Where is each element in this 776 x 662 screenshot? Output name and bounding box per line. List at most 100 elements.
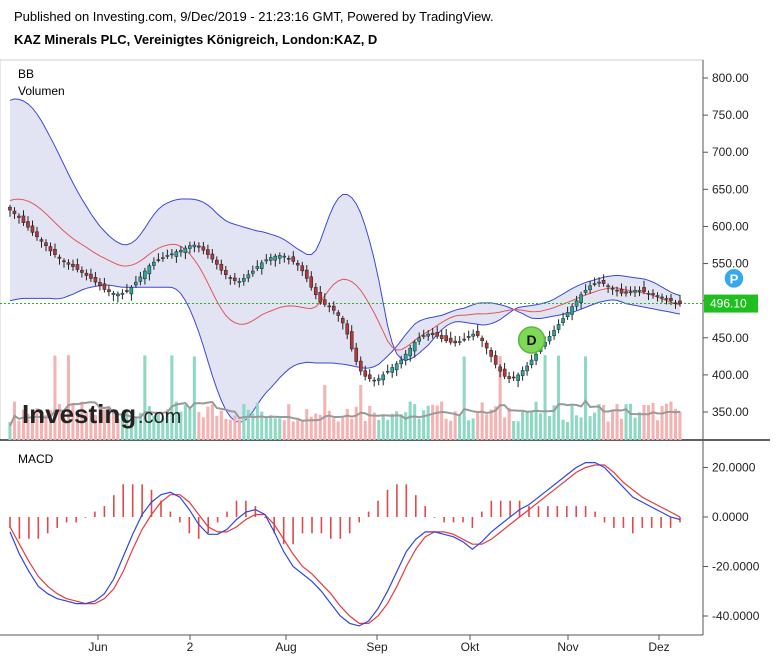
svg-text:.com: .com (138, 406, 181, 428)
candle-body (435, 332, 439, 337)
volume-bar (215, 415, 219, 440)
volume-bar (426, 405, 430, 440)
candle-body (502, 368, 507, 377)
candle-body (336, 312, 341, 316)
candle-body (507, 376, 511, 379)
macd-tick-label: -20.0000 (712, 560, 760, 574)
volume-bar (62, 418, 66, 440)
candle-body (462, 338, 466, 341)
candle-body (237, 281, 242, 283)
candle-body (17, 215, 21, 218)
candle-body (309, 276, 314, 288)
candle-body (277, 255, 282, 259)
candle-body (475, 330, 480, 336)
volume-bar (386, 419, 390, 440)
volume-bar (84, 412, 88, 440)
volume-bar (152, 415, 156, 440)
candle-body (363, 370, 368, 377)
candle-body (421, 335, 426, 337)
candle-body (385, 370, 390, 373)
time-tick-label: Aug (275, 640, 296, 654)
time-tick-label: Jun (88, 640, 107, 654)
volume-bars (8, 355, 682, 440)
volume-bar (476, 411, 480, 440)
macd-hist-bar (613, 517, 615, 528)
volume-bar (678, 411, 682, 440)
candle-body (71, 263, 75, 267)
volume-bar (525, 412, 529, 440)
volume-bar (534, 401, 538, 440)
candle-body (197, 245, 201, 248)
candle-body (624, 291, 628, 294)
volume-bar (282, 420, 286, 440)
volume-bar (201, 417, 205, 440)
volume-bar (615, 404, 619, 440)
candle-body (120, 292, 125, 295)
macd-hist-bar (396, 484, 398, 517)
candle-body (35, 231, 39, 238)
volume-bar (480, 402, 484, 440)
volume-bar (489, 409, 493, 440)
volume-bar (462, 356, 466, 440)
volume-bar (422, 410, 426, 440)
macd-hist-bar (471, 517, 474, 528)
macd-hist-bar (499, 500, 502, 517)
macd-hist-bar (509, 500, 511, 517)
volume-bar (264, 417, 268, 440)
volume-bar (134, 418, 138, 440)
macd-hist-bar (433, 517, 436, 518)
macd-hist-bar (367, 511, 370, 517)
price-tick-label: 650.00 (712, 182, 749, 196)
volume-bar (111, 412, 115, 440)
candle-body (367, 374, 372, 379)
macd-hist-bar (18, 517, 21, 539)
macd-hist-bar (547, 506, 549, 517)
candle-body (597, 281, 601, 284)
volume-bar (44, 414, 48, 440)
price-tick-label: 800.00 (712, 71, 749, 85)
macd-hist-bar (669, 517, 672, 528)
volume-bar (183, 405, 187, 440)
candle-body (390, 367, 395, 373)
volume-bar (98, 405, 102, 440)
candle-body (516, 374, 520, 381)
candle-body (547, 336, 552, 342)
indicator-label-volume: Volumen (18, 84, 65, 98)
candle-body (444, 335, 448, 342)
candle-body (480, 337, 484, 342)
volume-bar (377, 420, 381, 440)
volume-bar (251, 413, 255, 440)
macd-hist-bar (660, 517, 662, 528)
candle-body (358, 360, 363, 372)
candle-body (430, 332, 435, 336)
volume-bar (161, 417, 165, 440)
candle-body (403, 353, 408, 361)
macd-hist-bar (462, 517, 464, 523)
candle-body (134, 281, 138, 286)
volume-bar (552, 405, 556, 440)
candle-body (669, 298, 673, 301)
candle-body (664, 298, 669, 300)
volume-bar (287, 404, 291, 440)
macd-tick-label: 0.0000 (712, 510, 749, 524)
volume-bar (395, 411, 399, 440)
volume-bar (210, 404, 214, 440)
volume-bar (404, 412, 408, 440)
candle-body (107, 289, 111, 293)
macd-hist-bar (641, 517, 644, 528)
macd-hist-bar (216, 517, 219, 523)
event-markers[interactable]: DP (517, 267, 745, 354)
volume-bar (206, 406, 210, 440)
volume-bar (449, 420, 453, 440)
macd-hist-bar (150, 489, 153, 517)
candle-body (561, 318, 565, 323)
price-tick-label: 600.00 (712, 219, 749, 233)
macd-hist-bar (339, 517, 342, 539)
candle-body (102, 283, 107, 290)
candle-body (125, 290, 129, 292)
macd-hist-bar (348, 517, 351, 534)
macd-hist-bar (37, 517, 40, 539)
macd-hist-bar (235, 500, 238, 517)
volume-bar (629, 403, 633, 440)
